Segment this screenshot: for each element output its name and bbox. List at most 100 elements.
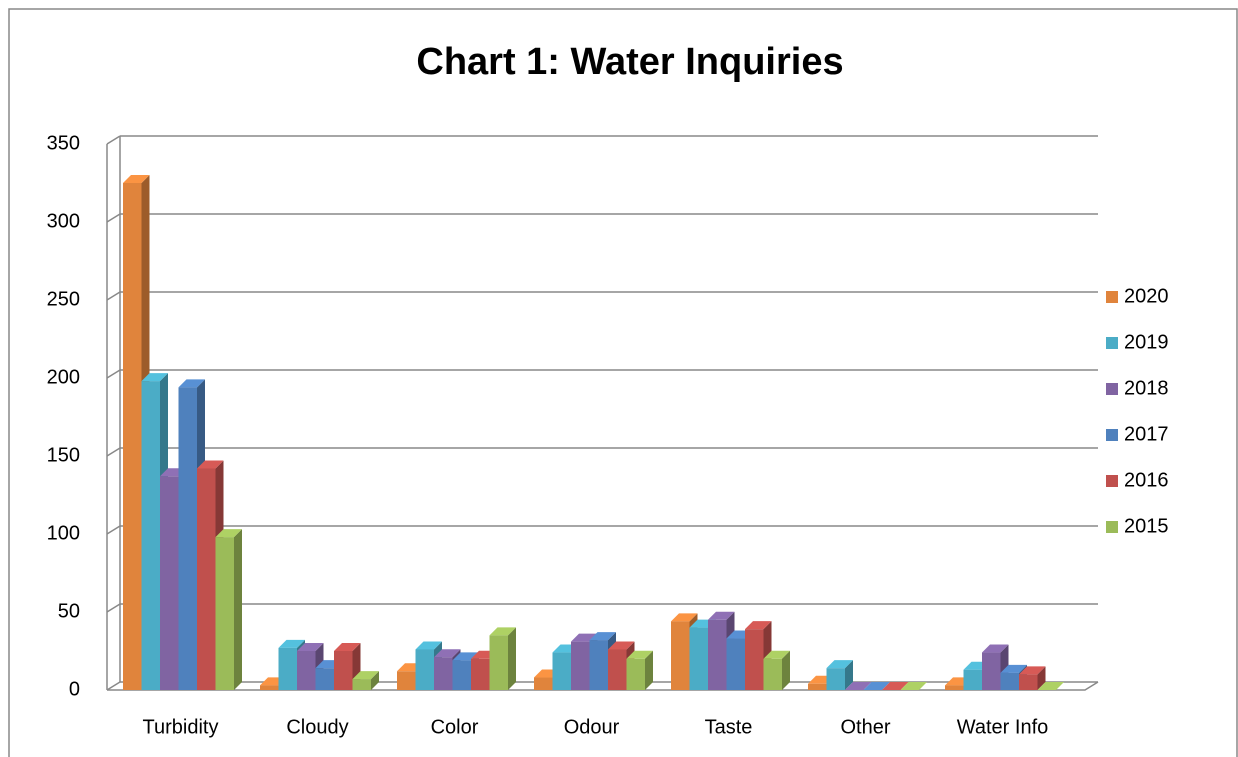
bar-top	[863, 682, 890, 690]
bar	[708, 619, 727, 690]
bar	[489, 635, 508, 690]
bar-top	[297, 643, 324, 651]
bar-top	[1037, 682, 1064, 690]
bar	[945, 685, 964, 690]
bar	[608, 649, 627, 690]
bar-side	[1037, 666, 1046, 690]
bar	[315, 668, 334, 690]
bar	[1000, 672, 1019, 690]
bar	[352, 679, 371, 690]
bar	[626, 658, 645, 690]
bar-top	[1000, 664, 1027, 673]
x-tick-label: Odour	[564, 716, 620, 738]
legend-label: 2015	[1124, 515, 1169, 537]
bar	[534, 677, 553, 690]
bar-top	[197, 460, 224, 469]
legend-swatch	[1106, 383, 1118, 395]
bar-top	[763, 650, 790, 659]
bar-top	[708, 611, 735, 620]
grid-line-wall	[106, 447, 121, 457]
bar	[826, 668, 845, 690]
y-tick-label: 300	[47, 210, 80, 232]
y-tick-label: 50	[58, 600, 80, 622]
bar	[160, 476, 179, 690]
legend-label: 2018	[1124, 377, 1169, 399]
bar	[689, 627, 708, 690]
bar-top	[278, 639, 305, 648]
y-tick-label: 250	[47, 288, 80, 310]
grid-line-wall	[106, 213, 121, 223]
x-tick-label: Color	[431, 716, 479, 738]
legend-label: 2020	[1124, 285, 1169, 307]
legend-swatch	[1106, 521, 1118, 533]
bar-top	[434, 649, 461, 658]
bar-side	[508, 627, 516, 690]
grid-line-wall	[106, 525, 121, 535]
bar	[452, 660, 471, 690]
legend-swatch	[1106, 429, 1118, 441]
bar-top	[141, 373, 168, 382]
bar-top	[123, 175, 150, 183]
y-tick-label: 350	[47, 132, 80, 154]
x-tick-label: Water Info	[957, 716, 1049, 738]
bar-top	[415, 641, 442, 650]
bar-top	[589, 632, 616, 641]
bar-top	[745, 621, 772, 630]
bar	[415, 649, 434, 690]
bar	[471, 658, 490, 690]
grid-line-wall	[106, 603, 121, 613]
bar-side	[371, 671, 379, 690]
bar-side	[845, 660, 853, 690]
legend-label: 2019	[1124, 331, 1169, 353]
bar	[745, 629, 764, 690]
x-tick-label: Taste	[705, 716, 753, 738]
bar	[260, 685, 279, 690]
bar	[334, 651, 353, 690]
bar	[123, 183, 142, 690]
legend-swatch	[1106, 337, 1118, 349]
bar	[141, 381, 160, 690]
bar	[552, 652, 571, 690]
chart-border	[8, 8, 1238, 757]
chart-title: Chart 1: Water Inquiries	[416, 41, 843, 83]
bar-top	[882, 682, 909, 690]
bar	[215, 537, 234, 690]
bar-top	[626, 650, 653, 659]
bar	[982, 652, 1001, 690]
bar	[571, 641, 590, 690]
bar	[397, 671, 416, 690]
bar	[434, 657, 453, 690]
legend-label: 2016	[1124, 469, 1169, 491]
bar-top	[178, 379, 205, 388]
bar-top	[826, 660, 853, 669]
bar-top	[845, 682, 872, 690]
y-tick-label: 200	[47, 366, 80, 388]
bar	[963, 669, 982, 690]
bar	[808, 683, 827, 690]
bar-top	[1019, 666, 1046, 675]
grid-line-wall	[106, 135, 121, 145]
legend-label: 2017	[1124, 423, 1169, 445]
grid-line-wall	[106, 369, 121, 379]
bar	[671, 621, 690, 690]
y-tick-label: 0	[69, 678, 80, 700]
y-tick-label: 100	[47, 522, 80, 544]
grid-line-wall	[106, 291, 121, 301]
bar	[589, 640, 608, 690]
bar-side	[234, 529, 242, 690]
legend-swatch	[1106, 475, 1118, 487]
y-tick-label: 150	[47, 444, 80, 466]
bar-side	[782, 650, 790, 690]
bar	[297, 651, 316, 690]
bar-top	[671, 613, 698, 622]
bar	[1019, 674, 1038, 690]
bar-side	[645, 650, 653, 690]
bar-top	[900, 682, 927, 690]
bar-top	[608, 641, 635, 650]
grid-line-wall	[106, 681, 121, 691]
x-tick-label: Turbidity	[143, 716, 219, 738]
legend-swatch	[1106, 291, 1118, 303]
bar-top	[215, 529, 242, 538]
